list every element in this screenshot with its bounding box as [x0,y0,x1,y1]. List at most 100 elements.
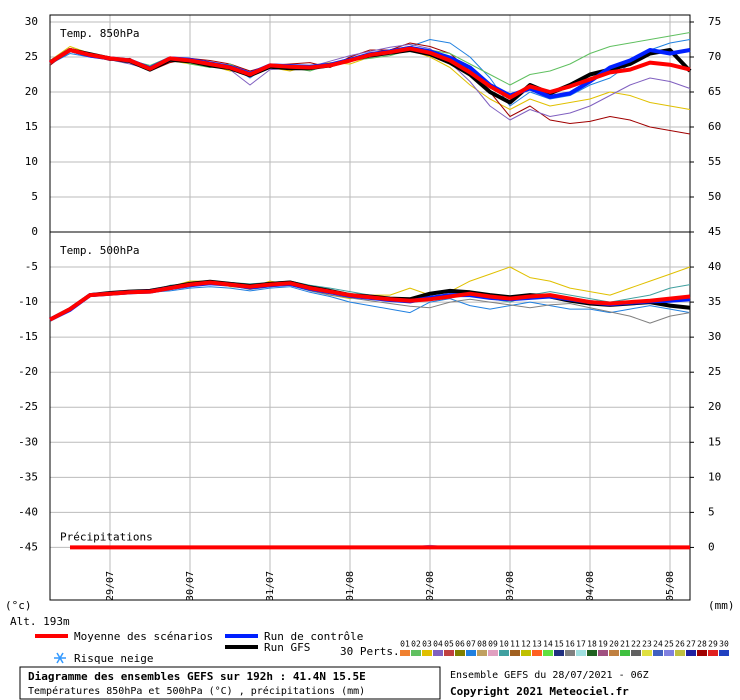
y-tick-label: -35 [18,470,38,483]
pert-swatch [719,650,729,656]
pert-swatch [488,650,498,656]
y-tick-label: 15 [25,120,38,133]
pert-swatch [433,650,443,656]
pert-swatch [708,650,718,656]
x-tick-label: 01/08 [345,571,356,601]
pert-label: 22 [631,640,641,649]
pert-swatch [686,650,696,656]
y2-tick-label: 10 [708,470,721,483]
altitude: Alt. 193m [10,615,70,628]
panel-frame [49,231,691,601]
pert-swatch [532,650,542,656]
pert-label: 25 [664,640,674,649]
y2-tick-label: 40 [708,260,721,273]
pert-label: 01 [400,640,410,649]
pert-label: 06 [455,640,465,649]
pert-swatch [422,650,432,656]
pert-label: 02 [411,640,421,649]
pert-label: 28 [697,640,707,649]
pert-swatch [598,650,608,656]
pert-swatch [565,650,575,656]
pert-label: 18 [587,640,597,649]
pert-label: 27 [686,640,696,649]
legend-gfs: Run GFS [264,641,310,654]
y2-tick-label: 75 [708,15,721,28]
pert-swatch [543,650,553,656]
footer-title: Diagramme des ensembles GEFS sur 192h : … [28,670,366,683]
pert-swatch [444,650,454,656]
footer-copyright: Copyright 2021 Meteociel.fr [450,685,629,698]
pert-label: 04 [433,640,443,649]
y-tick-label: -5 [25,260,38,273]
pert-swatch [521,650,531,656]
pert-label: 10 [499,640,509,649]
y-tick-label: -15 [18,330,38,343]
pert-label: 09 [488,640,498,649]
y2-tick-label: 0 [708,540,715,553]
snow-icon [54,652,66,664]
y2-tick-label: 30 [708,330,721,343]
pert-swatch [400,650,410,656]
series-line [49,32,691,86]
pert-swatch [510,650,520,656]
pert-label: 11 [510,640,520,649]
y-tick-label: 30 [25,15,38,28]
pert-swatch [609,650,619,656]
pert-swatch [653,650,663,656]
y2-tick-label: 35 [708,295,721,308]
x-tick-label: 02/08 [425,571,436,601]
x-tick-label: 31/07 [265,571,276,601]
pert-swatch [675,650,685,656]
series-line [49,280,691,322]
y2-tick-label: 50 [708,190,721,203]
left-unit: (°c) [5,599,32,612]
pert-label: 20 [609,640,619,649]
x-tick-label: 05/08 [665,571,676,601]
y2-tick-label: 20 [708,400,721,413]
pert-label: 29 [708,640,718,649]
pert-label: 14 [543,640,553,649]
pert-swatch [620,650,630,656]
pert-label: 17 [576,640,586,649]
pert-swatch [587,650,597,656]
footer-run: Ensemble GEFS du 28/07/2021 - 06Z [450,670,649,681]
x-tick-label: 04/08 [585,571,596,601]
pert-label: 12 [521,640,531,649]
pert-label: 30 [719,640,729,649]
panel-label: Temp. 500hPa [60,244,139,257]
pert-swatch [455,650,465,656]
y2-tick-label: 5 [708,505,715,518]
legend-perts: 30 Perts. [340,645,400,658]
panel-label: Temp. 850hPa [60,27,139,40]
panel-label: Précipitations [60,530,153,543]
series-line [48,46,691,100]
y-tick-label: -20 [18,365,38,378]
y2-tick-label: 25 [708,365,721,378]
pert-swatch [499,650,509,656]
y-tick-label: 20 [25,85,38,98]
pert-swatch [697,650,707,656]
x-tick-label: 30/07 [185,571,196,601]
y2-tick-label: 15 [708,435,721,448]
y-tick-label: -25 [18,400,38,413]
legend-snow: Risque neige [74,652,153,665]
legend-control: Run de contrôle [264,630,363,643]
y-tick-label: 0 [31,225,38,238]
pert-label: 21 [620,640,630,649]
footer-box [19,666,441,700]
x-tick-label: 03/08 [505,571,516,601]
pert-label: 19 [598,640,608,649]
y-tick-label: -45 [18,540,38,553]
pert-label: 23 [642,640,652,649]
pert-swatch [411,650,421,656]
right-unit: (mm) [708,599,735,612]
pert-swatch [477,650,487,656]
y2-tick-label: 60 [708,120,721,133]
pert-swatch [554,650,564,656]
pert-label: 07 [466,640,476,649]
y2-tick-label: 55 [708,155,721,168]
y-tick-label: 25 [25,50,38,63]
y2-tick-label: 65 [708,85,721,98]
